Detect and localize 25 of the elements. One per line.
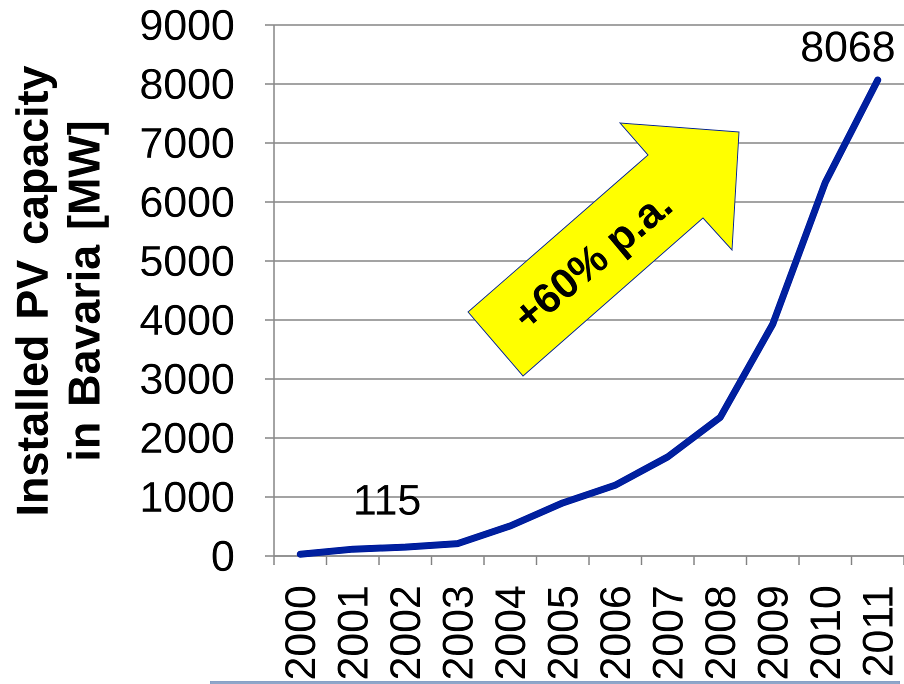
y-tick-label: 5000 (141, 246, 234, 276)
y-tick-label: 3000 (141, 364, 234, 394)
y-tick-label: 4000 (140, 304, 234, 336)
x-tick-label: 2005 (548, 587, 578, 678)
x-tick-label: 2011 (862, 587, 893, 676)
x-tick-label: 2002 (390, 587, 420, 678)
y-tick-label: 9000 (142, 10, 234, 40)
y-tick-label: 0 (212, 540, 234, 572)
y-tick-label: 2000 (142, 422, 234, 454)
x-tick-label: 2010 (810, 586, 840, 678)
y-tick-label: 8000 (141, 68, 234, 100)
data-label: 8068 (802, 31, 894, 62)
x-tick-label: 2007 (652, 587, 683, 678)
y-axis-title: Installed PV capacity in Bavaria [MW] (15, 66, 109, 514)
x-tick-label: 2003 (442, 587, 473, 678)
y-tick-label: 1000 (142, 482, 234, 512)
x-tick-label: 2006 (600, 587, 630, 678)
x-tick-label: 2001 (338, 587, 368, 678)
data-label: 115 (356, 485, 420, 516)
x-tick-label: 2008 (705, 587, 736, 678)
x-tick-label: 2000 (285, 586, 316, 678)
x-tick-label: 2009 (758, 587, 788, 678)
x-tick-label: 2004 (495, 586, 526, 678)
y-tick-label: 7000 (142, 128, 234, 158)
y-tick-label: 6000 (142, 186, 234, 218)
